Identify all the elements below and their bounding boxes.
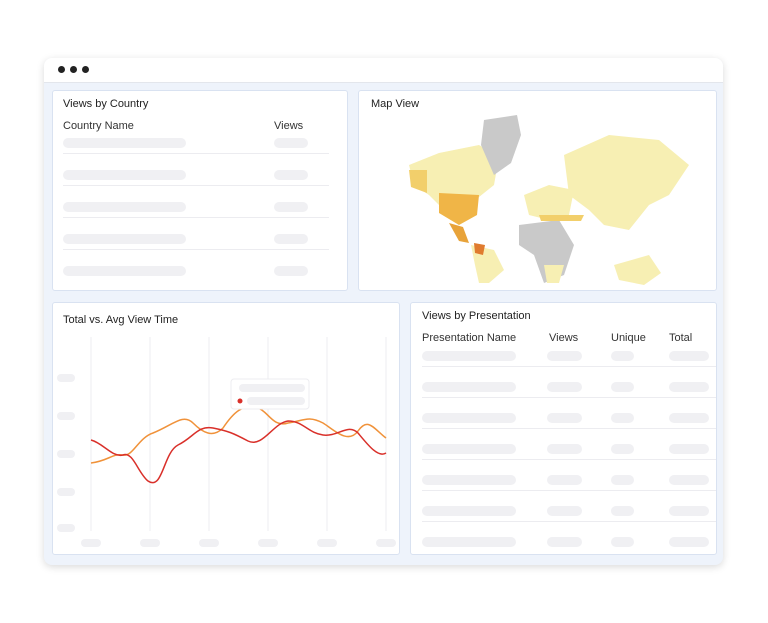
skeleton (669, 506, 709, 516)
orange-line (90, 406, 387, 464)
skeleton (63, 266, 186, 276)
map-panel: Map View (358, 90, 717, 291)
row-divider (422, 397, 716, 398)
row-divider (63, 153, 329, 154)
row-divider (422, 521, 716, 522)
skeleton (63, 138, 186, 148)
column-header[interactable]: Views (549, 332, 579, 344)
row-divider (63, 249, 329, 250)
skeleton (547, 382, 582, 392)
presentation-panel: Views by Presentation Presentation Name … (410, 302, 717, 555)
asia (564, 135, 689, 230)
panel-title: Views by Country (63, 98, 149, 110)
column-header[interactable]: Unique (611, 332, 646, 344)
skeleton (547, 475, 582, 485)
row-divider (422, 490, 716, 491)
title-bar (44, 58, 723, 83)
skeleton (547, 537, 582, 547)
usa (439, 193, 479, 225)
row-divider (63, 217, 329, 218)
skeleton (547, 444, 582, 454)
skeleton (63, 234, 186, 244)
colombia (474, 243, 485, 255)
row-divider (422, 366, 716, 367)
skeleton (274, 234, 308, 244)
skeleton (611, 382, 634, 392)
column-header[interactable]: Presentation Name (422, 332, 517, 344)
skeleton (63, 170, 186, 180)
skeleton (547, 351, 582, 361)
window: Views by Country Country Name Views Map … (44, 58, 723, 565)
skeleton (274, 138, 308, 148)
north-america (409, 145, 499, 220)
mediterranean (539, 215, 584, 221)
south-africa (544, 265, 564, 283)
country-panel: Views by Country Country Name Views (52, 90, 348, 291)
skeleton (611, 475, 634, 485)
row-divider (63, 185, 329, 186)
panel-title: Total vs. Avg View Time (63, 314, 179, 326)
skeleton (611, 413, 634, 423)
column-header[interactable]: Country Name (63, 120, 134, 132)
world-map (409, 115, 689, 285)
column-header[interactable]: Views (274, 120, 304, 132)
window-dot[interactable] (70, 66, 77, 73)
panel-title: Map View (371, 98, 420, 110)
skeleton (669, 444, 709, 454)
skeleton (669, 351, 709, 361)
mexico (449, 223, 469, 243)
window-dot[interactable] (82, 66, 89, 73)
alaska (409, 170, 427, 193)
skeleton (611, 506, 634, 516)
row-divider (422, 459, 716, 460)
skeleton (669, 475, 709, 485)
skeleton (274, 202, 308, 212)
skeleton (669, 537, 709, 547)
south-america (471, 245, 504, 283)
red-line (90, 420, 387, 484)
skeleton (422, 382, 516, 392)
greenland (481, 115, 521, 175)
skeleton (422, 351, 516, 361)
skeleton (611, 351, 634, 361)
skeleton (422, 506, 516, 516)
skeleton (422, 475, 516, 485)
skeleton (611, 537, 634, 547)
skeleton (547, 506, 582, 516)
skeleton (422, 444, 516, 454)
panel-title: Views by Presentation (422, 310, 531, 322)
line-chart-skeleton (57, 337, 396, 547)
skeleton (669, 413, 709, 423)
skeleton (669, 382, 709, 392)
skeleton (547, 413, 582, 423)
column-header[interactable]: Total (669, 332, 693, 344)
australia (614, 255, 661, 285)
skeleton (611, 444, 634, 454)
window-dot[interactable] (58, 66, 65, 73)
skeleton (63, 202, 186, 212)
time-panel: Total vs. Avg View Time (52, 302, 400, 555)
europe (524, 185, 574, 220)
skeleton (422, 413, 516, 423)
skeleton (274, 266, 308, 276)
skeleton (274, 170, 308, 180)
row-divider (422, 428, 716, 429)
skeleton (422, 537, 516, 547)
